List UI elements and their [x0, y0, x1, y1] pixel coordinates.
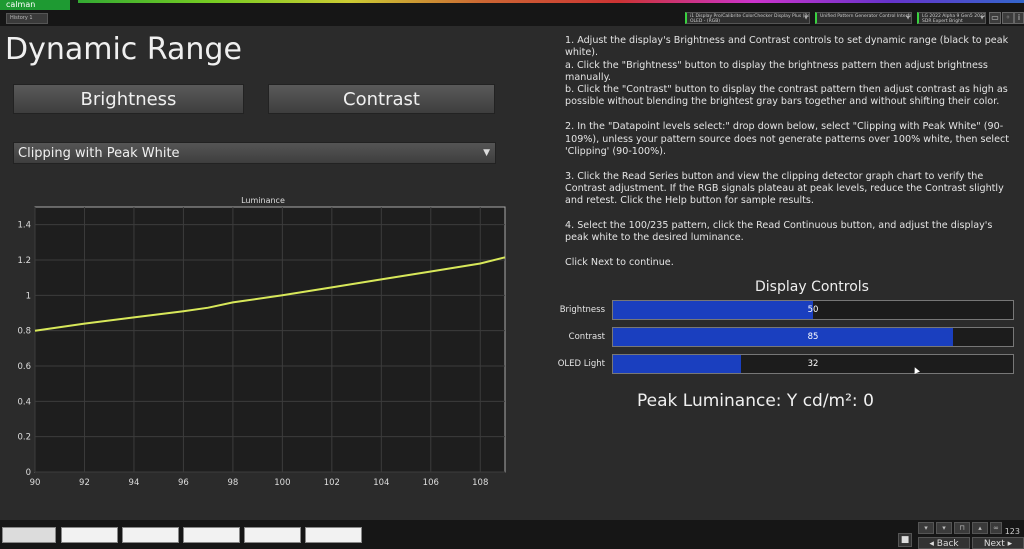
- instruction-continue: Click Next to continue.: [565, 257, 674, 269]
- y-tick-label: 1.2: [17, 256, 31, 266]
- contrast-value: 85: [807, 332, 819, 342]
- instructions-panel: 1. Adjust the display's Brightness and C…: [565, 35, 1015, 282]
- chevron-down-icon: ▼: [804, 15, 808, 21]
- oled-light-slider[interactable]: 32: [612, 354, 1014, 374]
- instruction-step-3: 3. Click the Read Series button and view…: [565, 170, 1004, 207]
- x-tick-label: 90: [30, 478, 41, 488]
- bookmark-icon[interactable]: ⊓: [954, 522, 970, 534]
- page-number: 123: [1004, 527, 1020, 536]
- meter-device-mode: OLED - (RGB): [690, 19, 721, 24]
- x-axis: 90 92 94 96 98 100 102 104 106 108: [30, 478, 489, 488]
- tab-history[interactable]: History 1: [6, 13, 48, 24]
- contrast-slider-fill: [613, 328, 953, 346]
- chevron-down-icon: ▼: [906, 15, 910, 21]
- x-tick-label: 108: [472, 478, 488, 488]
- brightness-slider[interactable]: 50: [612, 300, 1014, 320]
- datapoint-levels-dropdown[interactable]: Clipping with Peak White ▼: [13, 142, 496, 164]
- y-tick-label: 1.4: [17, 221, 31, 231]
- y-tick-label: 0.4: [17, 397, 31, 407]
- contrast-button[interactable]: Contrast: [268, 84, 495, 114]
- rainbow-bar: [78, 0, 1024, 3]
- display-device-selector[interactable]: LG 2022 Alpha 9 Gen5 2022 SDR Expert Bri…: [917, 12, 986, 24]
- oled-light-value: 32: [807, 359, 819, 369]
- workflow-thumbnail[interactable]: [122, 527, 179, 543]
- display-device-mode: SDR Expert Bright: [922, 19, 963, 24]
- x-tick-label: 104: [373, 478, 389, 488]
- peak-luminance-readout: Peak Luminance: Y cd/m²: 0: [637, 391, 874, 411]
- down-arrow-icon[interactable]: ▾: [936, 522, 952, 534]
- x-tick-label: 92: [79, 478, 90, 488]
- stop-icon[interactable]: ■: [898, 533, 912, 547]
- display-controls-title: Display Controls: [755, 279, 869, 295]
- next-label: Next: [983, 539, 1005, 549]
- x-tick-label: 96: [178, 478, 189, 488]
- calman-logo: calman: [0, 0, 70, 10]
- workflow-thumbnail[interactable]: [244, 527, 301, 543]
- plot-area: [34, 206, 506, 473]
- display-device-name: LG 2022 Alpha 9 Gen5 2022: [922, 14, 986, 19]
- top-toolbar: calman History 1 i1 Display Pro/Calibrit…: [0, 0, 1024, 26]
- instruction-step-2: 2. In the "Datapoint levels select:" dro…: [565, 121, 1010, 157]
- y-tick-label: 0.6: [17, 362, 31, 372]
- link-icon[interactable]: ∞: [990, 522, 1002, 534]
- y-tick-label: 0.2: [17, 433, 31, 443]
- contrast-slider[interactable]: 85: [612, 327, 1014, 347]
- brightness-label: Brightness: [559, 305, 605, 315]
- meter-device-name: i1 Display Pro/Calibrite ColorChecker Di…: [690, 14, 810, 19]
- pattern-generator-name: Unified Pattern Generator Control Interf…: [820, 14, 912, 19]
- x-tick-label: 100: [274, 478, 290, 488]
- y-tick-label: 0.8: [17, 327, 31, 337]
- oled-light-slider-fill: [613, 355, 741, 373]
- x-tick-label: 106: [423, 478, 439, 488]
- oled-light-label: OLED Light: [557, 359, 605, 369]
- meter-device-selector[interactable]: i1 Display Pro/Calibrite ColorChecker Di…: [685, 12, 810, 24]
- instruction-step-4: 4. Select the 100/235 pattern, click the…: [565, 220, 993, 244]
- y-tick-label: 1: [26, 291, 31, 301]
- help-icon[interactable]: ◦: [1002, 12, 1014, 24]
- next-button[interactable]: Next ▸: [972, 537, 1024, 549]
- page-title: Dynamic Range: [5, 32, 242, 67]
- chart-title: Luminance: [241, 196, 285, 205]
- chart-grid: [34, 207, 505, 473]
- chevron-down-icon: ▼: [980, 15, 984, 21]
- contrast-label: Contrast: [568, 332, 605, 342]
- pattern-generator-selector[interactable]: Unified Pattern Generator Control Interf…: [815, 12, 912, 24]
- dropdown-selected-value: Clipping with Peak White: [18, 146, 180, 161]
- workflow-thumbnail[interactable]: [2, 527, 56, 543]
- brightness-slider-fill: [613, 301, 813, 319]
- info-icon[interactable]: i: [1014, 12, 1024, 24]
- x-tick-label: 102: [324, 478, 340, 488]
- x-tick-label: 98: [227, 478, 238, 488]
- workflow-thumbnail[interactable]: [183, 527, 240, 543]
- instruction-step-1: 1. Adjust the display's Brightness and C…: [565, 35, 1009, 108]
- luminance-series-line: [34, 256, 506, 332]
- luminance-chart: Luminance 00.20.40.60.811.21.4 90 92 94 96 9…: [17, 196, 506, 488]
- chevron-down-icon: ▼: [483, 148, 490, 158]
- y-axis: 0 0.2 0.4 0.6 0.8 1 1.2 1.4: [17, 221, 31, 478]
- up-arrow-icon[interactable]: ▴: [972, 522, 988, 534]
- back-button[interactable]: ◂ Back: [918, 537, 970, 549]
- settings-icon[interactable]: ▭: [989, 12, 1001, 24]
- brightness-button[interactable]: Brightness: [13, 84, 244, 114]
- workflow-thumbnail[interactable]: [305, 527, 362, 543]
- back-label: Back: [936, 539, 959, 549]
- workflow-thumbnail[interactable]: [61, 527, 118, 543]
- down-arrow-icon[interactable]: ▾: [918, 522, 934, 534]
- x-tick-label: 94: [129, 478, 140, 488]
- y-tick-label: 0: [26, 468, 31, 478]
- brightness-value: 50: [807, 305, 819, 315]
